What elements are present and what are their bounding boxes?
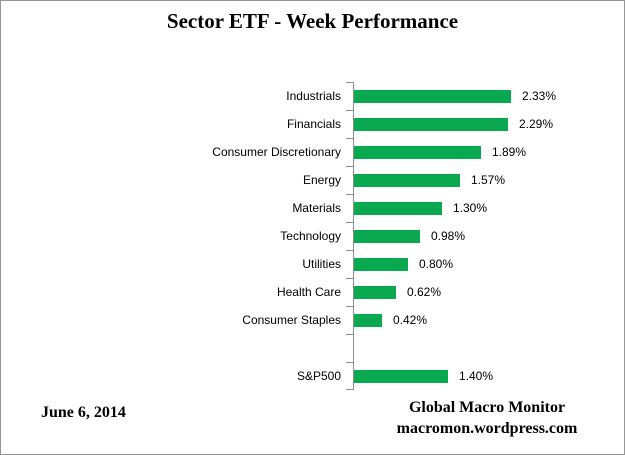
category-label: Financials: [286, 117, 341, 131]
category-label: [1, 334, 341, 362]
bar: [354, 173, 460, 187]
axis-tick: [346, 194, 354, 195]
axis-tick: [346, 166, 354, 167]
category-label: Technology: [280, 229, 341, 243]
category-label: Health Care: [276, 285, 341, 299]
credit-line-source: Global Macro Monitor: [408, 399, 566, 416]
value-label: 1.30%: [453, 201, 488, 215]
bar: [354, 369, 448, 383]
bar: [354, 89, 511, 103]
category-label: Utilities: [302, 257, 341, 271]
value-label: 0.98%: [431, 229, 466, 243]
category-label: Consumer Staples: [242, 313, 341, 327]
category-label: Consumer Discretionary: [212, 145, 341, 159]
axis-tick: [346, 110, 354, 111]
value-label: 0.80%: [419, 257, 454, 271]
axis-tick: [346, 334, 354, 335]
bar: [354, 201, 442, 215]
axis-tick: [346, 250, 354, 251]
footer-date: June 6, 2014: [41, 404, 126, 421]
bar-row: 0.80%: [354, 250, 620, 278]
credit-line-url: macromon.wordpress.com: [396, 420, 578, 437]
bar-row: 1.40%: [354, 362, 620, 390]
bar-row: [354, 334, 620, 362]
value-label: 2.29%: [519, 117, 554, 131]
category-label: Industrials: [286, 89, 341, 103]
category-label: Materials: [292, 201, 341, 215]
bar-row: 2.29%: [354, 110, 620, 138]
bar: [354, 229, 420, 243]
axis-tick: [346, 222, 354, 223]
bar-row: 2.33%: [354, 82, 620, 110]
value-label: 1.89%: [492, 145, 527, 159]
bar: [354, 313, 382, 327]
bar: [354, 285, 396, 299]
value-label: 0.42%: [393, 313, 428, 327]
bar-row: 1.89%: [354, 138, 620, 166]
category-label: S&P500: [296, 369, 341, 383]
bar-row: 0.62%: [354, 278, 620, 306]
bar-row: 1.30%: [354, 194, 620, 222]
axis-tick: [346, 138, 354, 139]
bar-row: 0.42%: [354, 306, 620, 334]
chart-title: Sector ETF - Week Performance: [166, 9, 459, 33]
axis-tick: [346, 278, 354, 279]
plot-area: 2.33% 2.29% 1.89% 1.57% 1.30% 0.98% 0.80% 0.62%…: [346, 82, 620, 390]
value-label: 2.33%: [522, 89, 557, 103]
value-label: 0.62%: [407, 285, 442, 299]
axis-tick: [346, 306, 354, 307]
value-label: 1.57%: [471, 173, 506, 187]
value-label: 1.40%: [459, 369, 494, 383]
bar: [354, 257, 408, 271]
axis-tick: [346, 389, 354, 390]
category-label: Energy: [302, 173, 341, 187]
bar: [354, 117, 508, 131]
credit-block: Global Macro Monitor macromon.wordpress.…: [362, 397, 612, 439]
bar-row: 0.98%: [354, 222, 620, 250]
category-axis-labels: Industrials Financials Consumer Discretion…: [1, 82, 341, 390]
bar: [354, 145, 481, 159]
axis-tick: [346, 82, 354, 83]
bar-row: 1.57%: [354, 166, 620, 194]
axis-tick: [346, 362, 354, 363]
